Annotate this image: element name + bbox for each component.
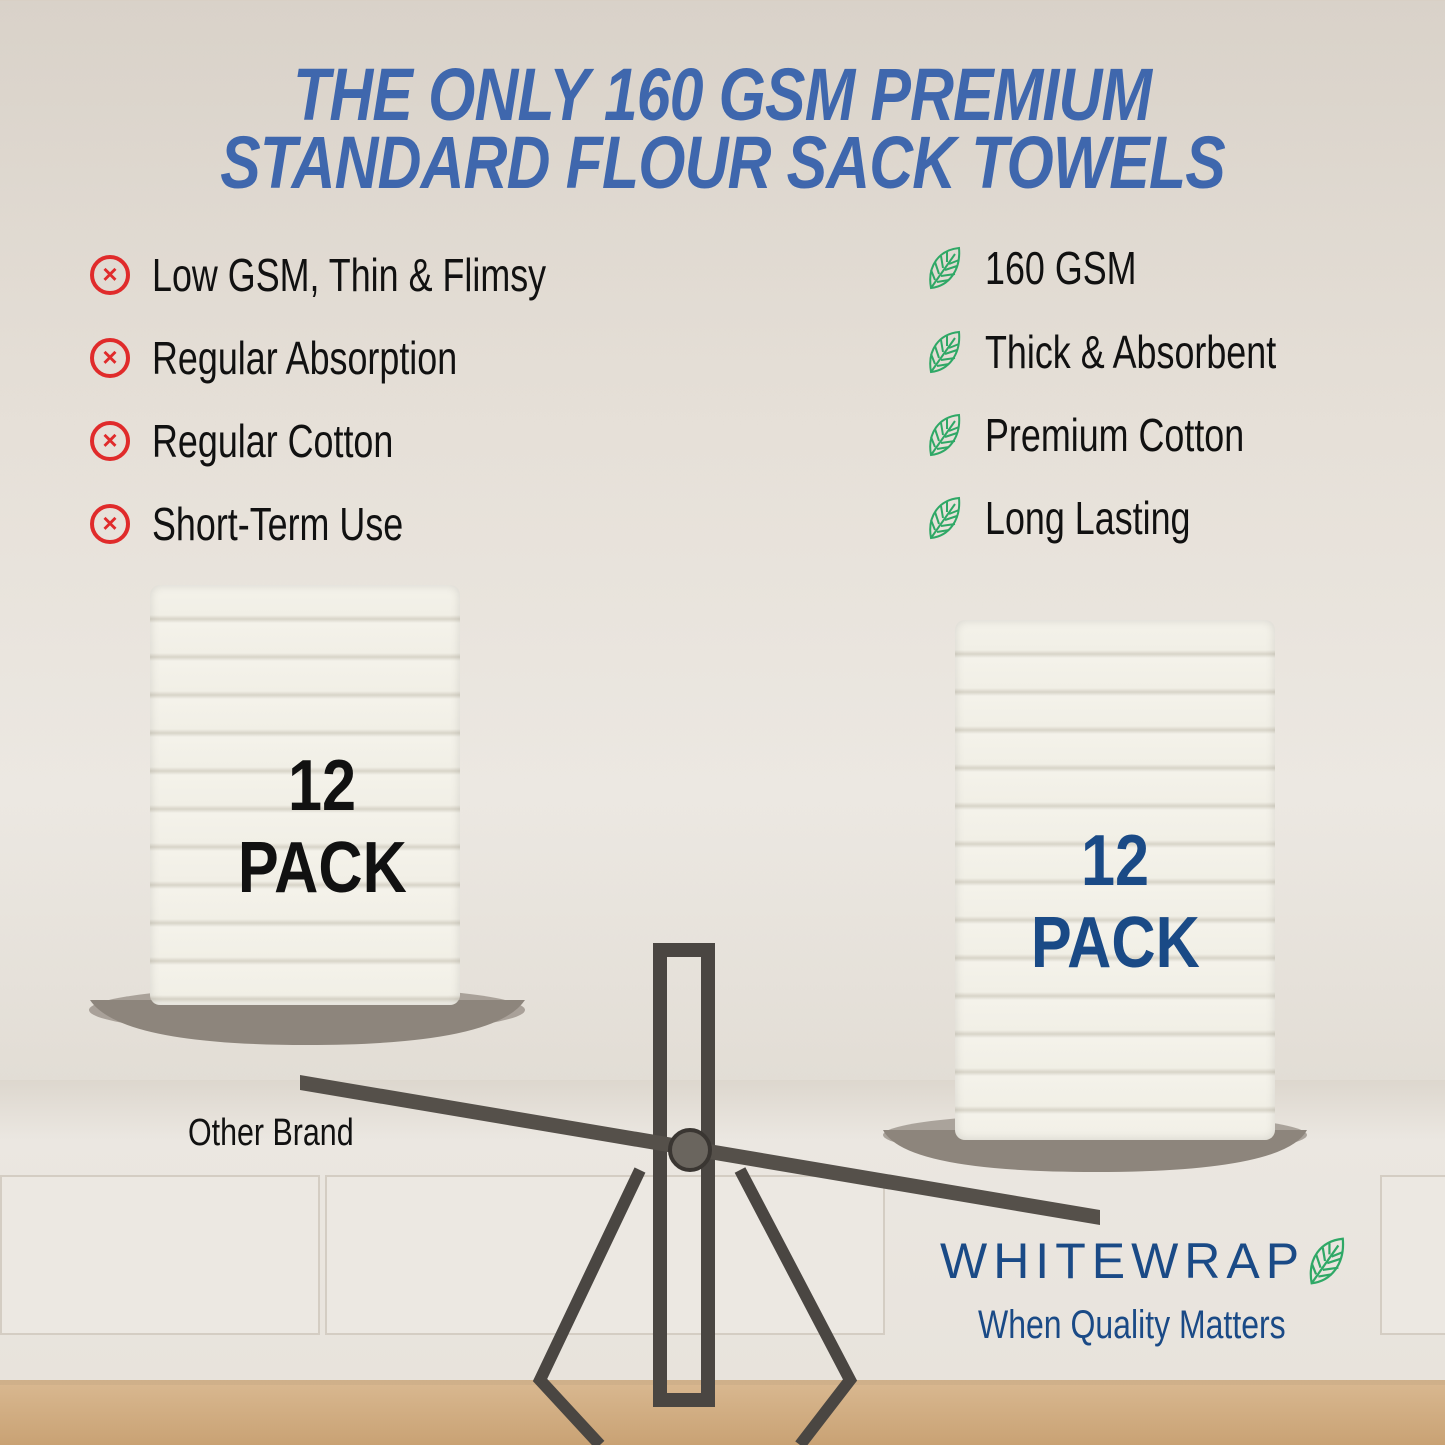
whitewrap-towel-stack <box>955 620 1275 1140</box>
x-circle-icon: × <box>90 255 130 295</box>
other-brand-pack-label: 12 PACK <box>237 746 407 908</box>
feature-item: Long Lasting <box>925 488 1248 548</box>
feature-text: Short-Term Use <box>152 498 404 550</box>
x-circle-icon: × <box>90 338 130 378</box>
feature-text: Long Lasting <box>985 492 1191 544</box>
other-brand-label: Other Brand <box>188 1112 354 1154</box>
headline-line-1: THE ONLY 160 GSM PREMIUM <box>293 53 1152 136</box>
x-circle-icon: × <box>90 421 130 461</box>
feature-item: × Short-Term Use <box>90 494 474 554</box>
feature-text: Regular Absorption <box>152 332 458 384</box>
feature-item: Premium Cotton <box>925 405 1317 465</box>
whitewrap-pack-label: 12 PACK <box>1030 821 1200 983</box>
feature-item: × Regular Cotton <box>90 411 461 471</box>
cabinet <box>1380 1175 1445 1335</box>
brand-logo: WHITEWRAP <box>940 1232 1345 1290</box>
feature-text: Regular Cotton <box>152 415 394 467</box>
countertop <box>0 1385 1445 1445</box>
brand-tagline: When Quality Matters <box>978 1303 1286 1347</box>
feature-text: Thick & Absorbent <box>985 326 1277 378</box>
brand-name: WHITEWRAP <box>940 1233 1306 1289</box>
other-brand-towel-stack <box>150 585 460 1005</box>
leaf-icon <box>1309 1237 1345 1285</box>
feature-item: × Regular Absorption <box>90 328 543 388</box>
feature-text: Premium Cotton <box>985 409 1245 461</box>
feature-item: × Low GSM, Thin & Flimsy <box>90 245 657 305</box>
cabinet <box>0 1175 320 1335</box>
x-circle-icon: × <box>90 504 130 544</box>
feature-item: 160 GSM <box>925 238 1179 298</box>
headline-line-2: STANDARD FLOUR SACK TOWELS <box>220 121 1225 204</box>
feature-text: Low GSM, Thin & Flimsy <box>152 249 547 301</box>
feature-text: 160 GSM <box>985 242 1137 294</box>
feature-item: Thick & Absorbent <box>925 322 1358 382</box>
